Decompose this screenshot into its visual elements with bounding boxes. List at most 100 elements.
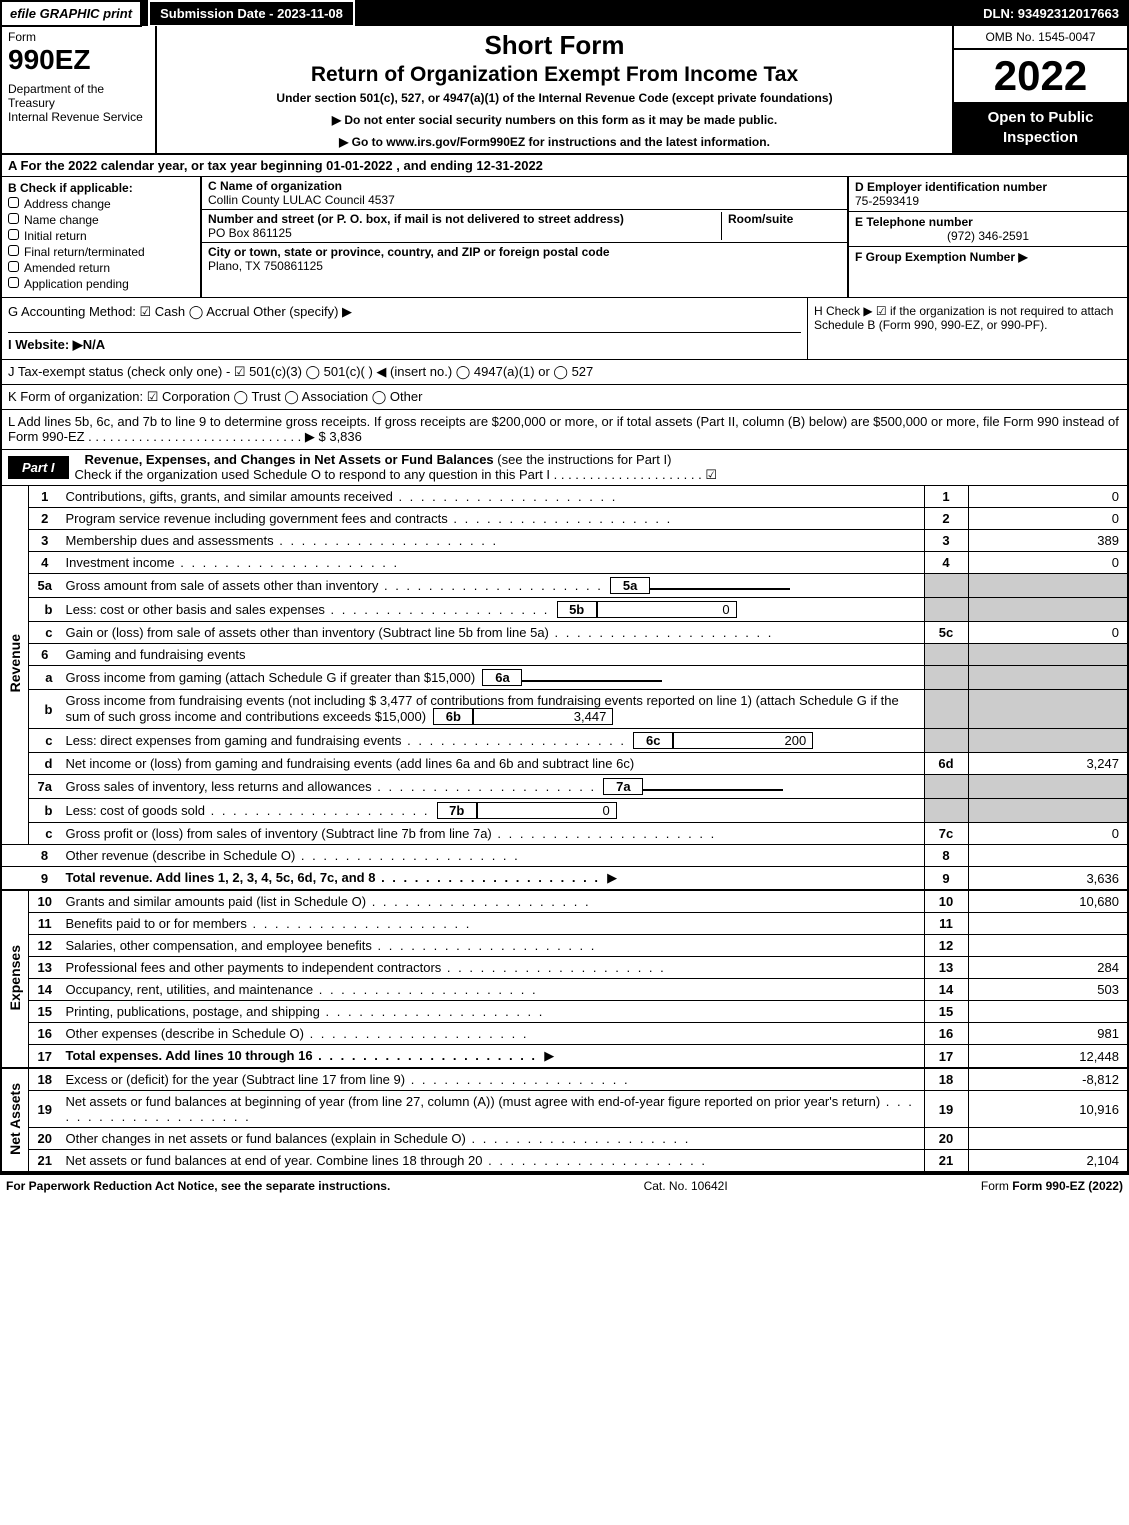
footer-left: For Paperwork Reduction Act Notice, see … [6, 1179, 390, 1193]
line-amt: 0 [968, 622, 1128, 644]
line-desc: Membership dues and assessments [61, 530, 925, 552]
line-box: 17 [924, 1045, 968, 1069]
inner-amt [643, 789, 783, 791]
line-box: 13 [924, 957, 968, 979]
phone-value: (972) 346-2591 [855, 229, 1121, 243]
form-label: Form [8, 30, 149, 44]
row-k-form-org: K Form of organization: ☑ Corporation ◯ … [0, 385, 1129, 410]
line-num: 11 [29, 913, 61, 935]
line-box: 9 [924, 867, 968, 891]
checkbox-icon[interactable] [8, 261, 19, 272]
line-box: 6d [924, 753, 968, 775]
line-box-grey [924, 799, 968, 823]
d-ein-label: D Employer identification number [855, 180, 1047, 194]
line-desc: Investment income [61, 552, 925, 574]
row-a-calendar-year: A For the 2022 calendar year, or tax yea… [0, 155, 1129, 177]
line-amt-grey [968, 598, 1128, 622]
line-num: 14 [29, 979, 61, 1001]
c-name-label: C Name of organization [208, 179, 841, 193]
line-desc: Other revenue (describe in Schedule O) [61, 845, 925, 867]
line-num: 19 [29, 1091, 61, 1128]
f-group-label: F Group Exemption Number ▶ [855, 250, 1028, 264]
line-box: 15 [924, 1001, 968, 1023]
section-b-label: B Check if applicable: [8, 181, 133, 195]
line-amt: 2,104 [968, 1150, 1128, 1173]
checkbox-icon[interactable] [8, 213, 19, 224]
line-box-grey [924, 666, 968, 690]
row-h-schedule-b: H Check ▶ ☑ if the organization is not r… [807, 298, 1127, 359]
line-amt: 389 [968, 530, 1128, 552]
line-amt [968, 845, 1128, 867]
line-num: 6 [29, 644, 61, 666]
line-box: 11 [924, 913, 968, 935]
part-i-tab: Part I [8, 456, 69, 479]
chk-amended: Amended return [24, 261, 110, 275]
inner-amt [522, 680, 662, 682]
line-desc: Gain or (loss) from sale of assets other… [61, 622, 925, 644]
line-amt-grey [968, 799, 1128, 823]
line-desc: Other expenses (describe in Schedule O) [61, 1023, 925, 1045]
inner-amt: 3,447 [473, 708, 613, 725]
chk-application-pending: Application pending [24, 277, 129, 291]
inner-amt [650, 588, 790, 590]
line-box: 7c [924, 823, 968, 845]
line-desc: Gross profit or (loss) from sales of inv… [61, 823, 925, 845]
top-bar: efile GRAPHIC print Submission Date - 20… [0, 0, 1129, 26]
line-desc: Contributions, gifts, grants, and simila… [61, 486, 925, 508]
line-desc: Other changes in net assets or fund bala… [61, 1128, 925, 1150]
arrow-icon: ▶ [607, 870, 617, 885]
checkbox-icon[interactable] [8, 229, 19, 240]
checkbox-icon[interactable] [8, 245, 19, 256]
line-desc: Salaries, other compensation, and employ… [61, 935, 925, 957]
efile-print: efile GRAPHIC print [0, 0, 142, 27]
arrow-icon: ▶ [544, 1048, 554, 1063]
inner-box: 5b [557, 601, 597, 618]
line-desc: Program service revenue including govern… [61, 508, 925, 530]
line-num: 10 [29, 890, 61, 913]
line-desc: Less: cost or other basis and sales expe… [61, 598, 925, 622]
checkbox-icon[interactable] [8, 197, 19, 208]
chk-name-change: Name change [24, 213, 99, 227]
net-assets-side-label: Net Assets [1, 1068, 29, 1172]
inner-box: 5a [610, 577, 650, 594]
line-desc: Gross income from gaming (attach Schedul… [61, 666, 925, 690]
line-num: 12 [29, 935, 61, 957]
line-box: 5c [924, 622, 968, 644]
inner-box: 7b [437, 802, 477, 819]
org-name: Collin County LULAC Council 4537 [208, 193, 395, 207]
line-desc: Net assets or fund balances at end of ye… [61, 1150, 925, 1173]
line-desc: Excess or (deficit) for the year (Subtra… [61, 1068, 925, 1091]
part-i-title: Revenue, Expenses, and Changes in Net As… [85, 452, 494, 467]
line-amt-grey [968, 775, 1128, 799]
inner-amt: 0 [477, 802, 617, 819]
row-g-accounting: G Accounting Method: ☑ Cash ◯ Accrual Ot… [8, 304, 801, 333]
row-l-gross-receipts: L Add lines 5b, 6c, and 7b to line 9 to … [0, 410, 1129, 450]
line-box: 1 [924, 486, 968, 508]
line-num: 20 [29, 1128, 61, 1150]
line-desc: Gross income from fundraising events (no… [61, 690, 925, 729]
line-desc: Gross amount from sale of assets other t… [61, 574, 925, 598]
inner-amt: 200 [673, 732, 813, 749]
checkbox-icon[interactable] [8, 277, 19, 288]
line-desc: Less: cost of goods sold 7b0 [61, 799, 925, 823]
line-num: b [29, 799, 61, 823]
line-desc: Professional fees and other payments to … [61, 957, 925, 979]
line-num: 13 [29, 957, 61, 979]
line-num: b [29, 690, 61, 729]
department-label: Department of the Treasury Internal Reve… [8, 82, 149, 124]
line-num: 8 [29, 845, 61, 867]
line-amt: -8,812 [968, 1068, 1128, 1091]
open-inspection: Open to Public Inspection [954, 102, 1127, 153]
line-amt [968, 913, 1128, 935]
line-num: 4 [29, 552, 61, 574]
form-header: Form 990EZ Department of the Treasury In… [0, 26, 1129, 155]
line-box-grey [924, 644, 968, 666]
line-amt: 0 [968, 823, 1128, 845]
line-num: 9 [29, 867, 61, 891]
short-form-title: Short Form [165, 30, 944, 61]
street-value: PO Box 861125 [208, 226, 292, 240]
line-amt-grey [968, 729, 1128, 753]
part-i-table: Revenue 1 Contributions, gifts, grants, … [0, 486, 1129, 1173]
goto-link[interactable]: ▶ Go to www.irs.gov/Form990EZ for instru… [165, 135, 944, 149]
submission-date: Submission Date - 2023-11-08 [148, 0, 355, 27]
